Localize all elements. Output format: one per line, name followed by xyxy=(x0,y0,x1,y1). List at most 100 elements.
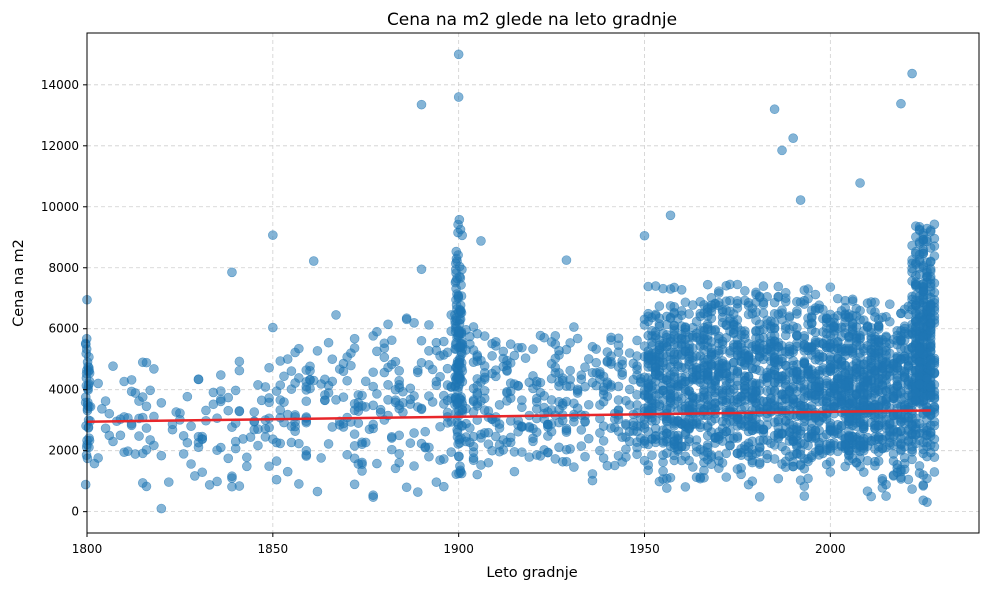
data-point xyxy=(457,404,468,415)
data-point xyxy=(688,416,698,427)
data-point xyxy=(825,354,836,365)
data-point xyxy=(531,404,542,414)
data-point xyxy=(502,366,512,376)
data-point xyxy=(740,389,750,400)
data-point xyxy=(929,441,940,452)
data-point xyxy=(97,404,107,414)
data-point xyxy=(732,279,743,290)
data-point xyxy=(925,339,936,350)
data-point xyxy=(264,461,274,472)
data-point xyxy=(691,316,702,327)
data-point xyxy=(799,357,810,368)
data-point xyxy=(773,292,784,302)
data-point xyxy=(216,386,226,396)
data-point xyxy=(728,384,739,394)
data-point xyxy=(766,342,776,352)
data-point xyxy=(531,380,542,390)
data-point xyxy=(451,268,461,278)
data-point xyxy=(613,347,624,357)
data-point xyxy=(308,256,319,266)
data-point xyxy=(795,382,806,392)
data-point xyxy=(684,309,694,319)
data-point xyxy=(658,450,668,460)
data-point xyxy=(405,394,416,405)
data-point xyxy=(595,367,605,377)
data-point xyxy=(431,380,442,391)
data-point xyxy=(661,337,672,348)
data-point xyxy=(829,388,839,399)
data-point xyxy=(647,403,657,414)
data-point xyxy=(896,354,906,365)
data-point xyxy=(453,227,463,238)
data-point xyxy=(561,381,572,391)
data-point xyxy=(762,291,772,302)
data-point xyxy=(725,306,735,317)
data-point xyxy=(234,406,245,416)
data-point xyxy=(613,362,624,372)
data-point xyxy=(301,385,312,395)
data-point xyxy=(621,452,631,462)
data-point xyxy=(684,351,694,362)
data-point xyxy=(591,380,601,391)
data-point xyxy=(918,278,929,289)
data-point xyxy=(751,287,761,298)
data-point xyxy=(721,332,732,343)
data-point xyxy=(137,478,148,488)
data-point xyxy=(372,389,382,399)
data-point xyxy=(576,441,587,451)
data-point xyxy=(498,346,509,357)
data-point xyxy=(583,399,594,410)
data-point xyxy=(572,388,583,398)
data-point xyxy=(487,351,497,361)
data-point xyxy=(717,423,728,434)
data-point xyxy=(881,479,891,490)
data-point xyxy=(650,370,661,380)
data-point xyxy=(732,464,743,474)
data-point xyxy=(193,442,204,453)
data-point xyxy=(472,469,483,480)
data-point xyxy=(108,361,118,371)
data-point xyxy=(911,232,921,242)
data-point xyxy=(368,400,378,411)
data-point xyxy=(420,426,431,437)
data-point xyxy=(416,264,427,275)
data-point xyxy=(517,447,527,457)
data-point xyxy=(468,396,479,407)
data-point xyxy=(877,312,888,323)
data-point xyxy=(156,450,167,461)
data-point xyxy=(606,332,616,343)
y-axis-label: Cena na m2 xyxy=(11,239,27,327)
data-point xyxy=(747,425,758,436)
data-point xyxy=(543,422,553,432)
data-point xyxy=(911,429,921,440)
data-point xyxy=(416,99,427,110)
data-point xyxy=(806,318,817,329)
data-point xyxy=(457,340,468,350)
data-point xyxy=(925,226,936,237)
data-point xyxy=(104,408,115,419)
data-point xyxy=(379,352,390,363)
data-point xyxy=(777,428,787,438)
data-point xyxy=(884,384,895,395)
data-point xyxy=(832,336,843,347)
data-point xyxy=(643,311,654,322)
data-point xyxy=(907,240,917,251)
data-point xyxy=(896,308,906,319)
data-point xyxy=(825,418,836,428)
data-point xyxy=(632,442,642,453)
data-point xyxy=(896,343,906,354)
data-point xyxy=(769,104,780,115)
data-point xyxy=(695,296,706,307)
data-point xyxy=(450,277,461,288)
chart-title: Cena na m2 glede na leto gradnje xyxy=(387,10,677,30)
data-point xyxy=(472,351,483,362)
data-point xyxy=(576,425,587,435)
data-point xyxy=(743,351,754,362)
data-point xyxy=(505,432,516,443)
data-point xyxy=(639,390,650,401)
data-point xyxy=(424,345,434,356)
x-tick-label: 2000 xyxy=(815,542,846,556)
data-point xyxy=(260,382,271,392)
data-point xyxy=(279,397,289,407)
data-point xyxy=(483,427,494,438)
